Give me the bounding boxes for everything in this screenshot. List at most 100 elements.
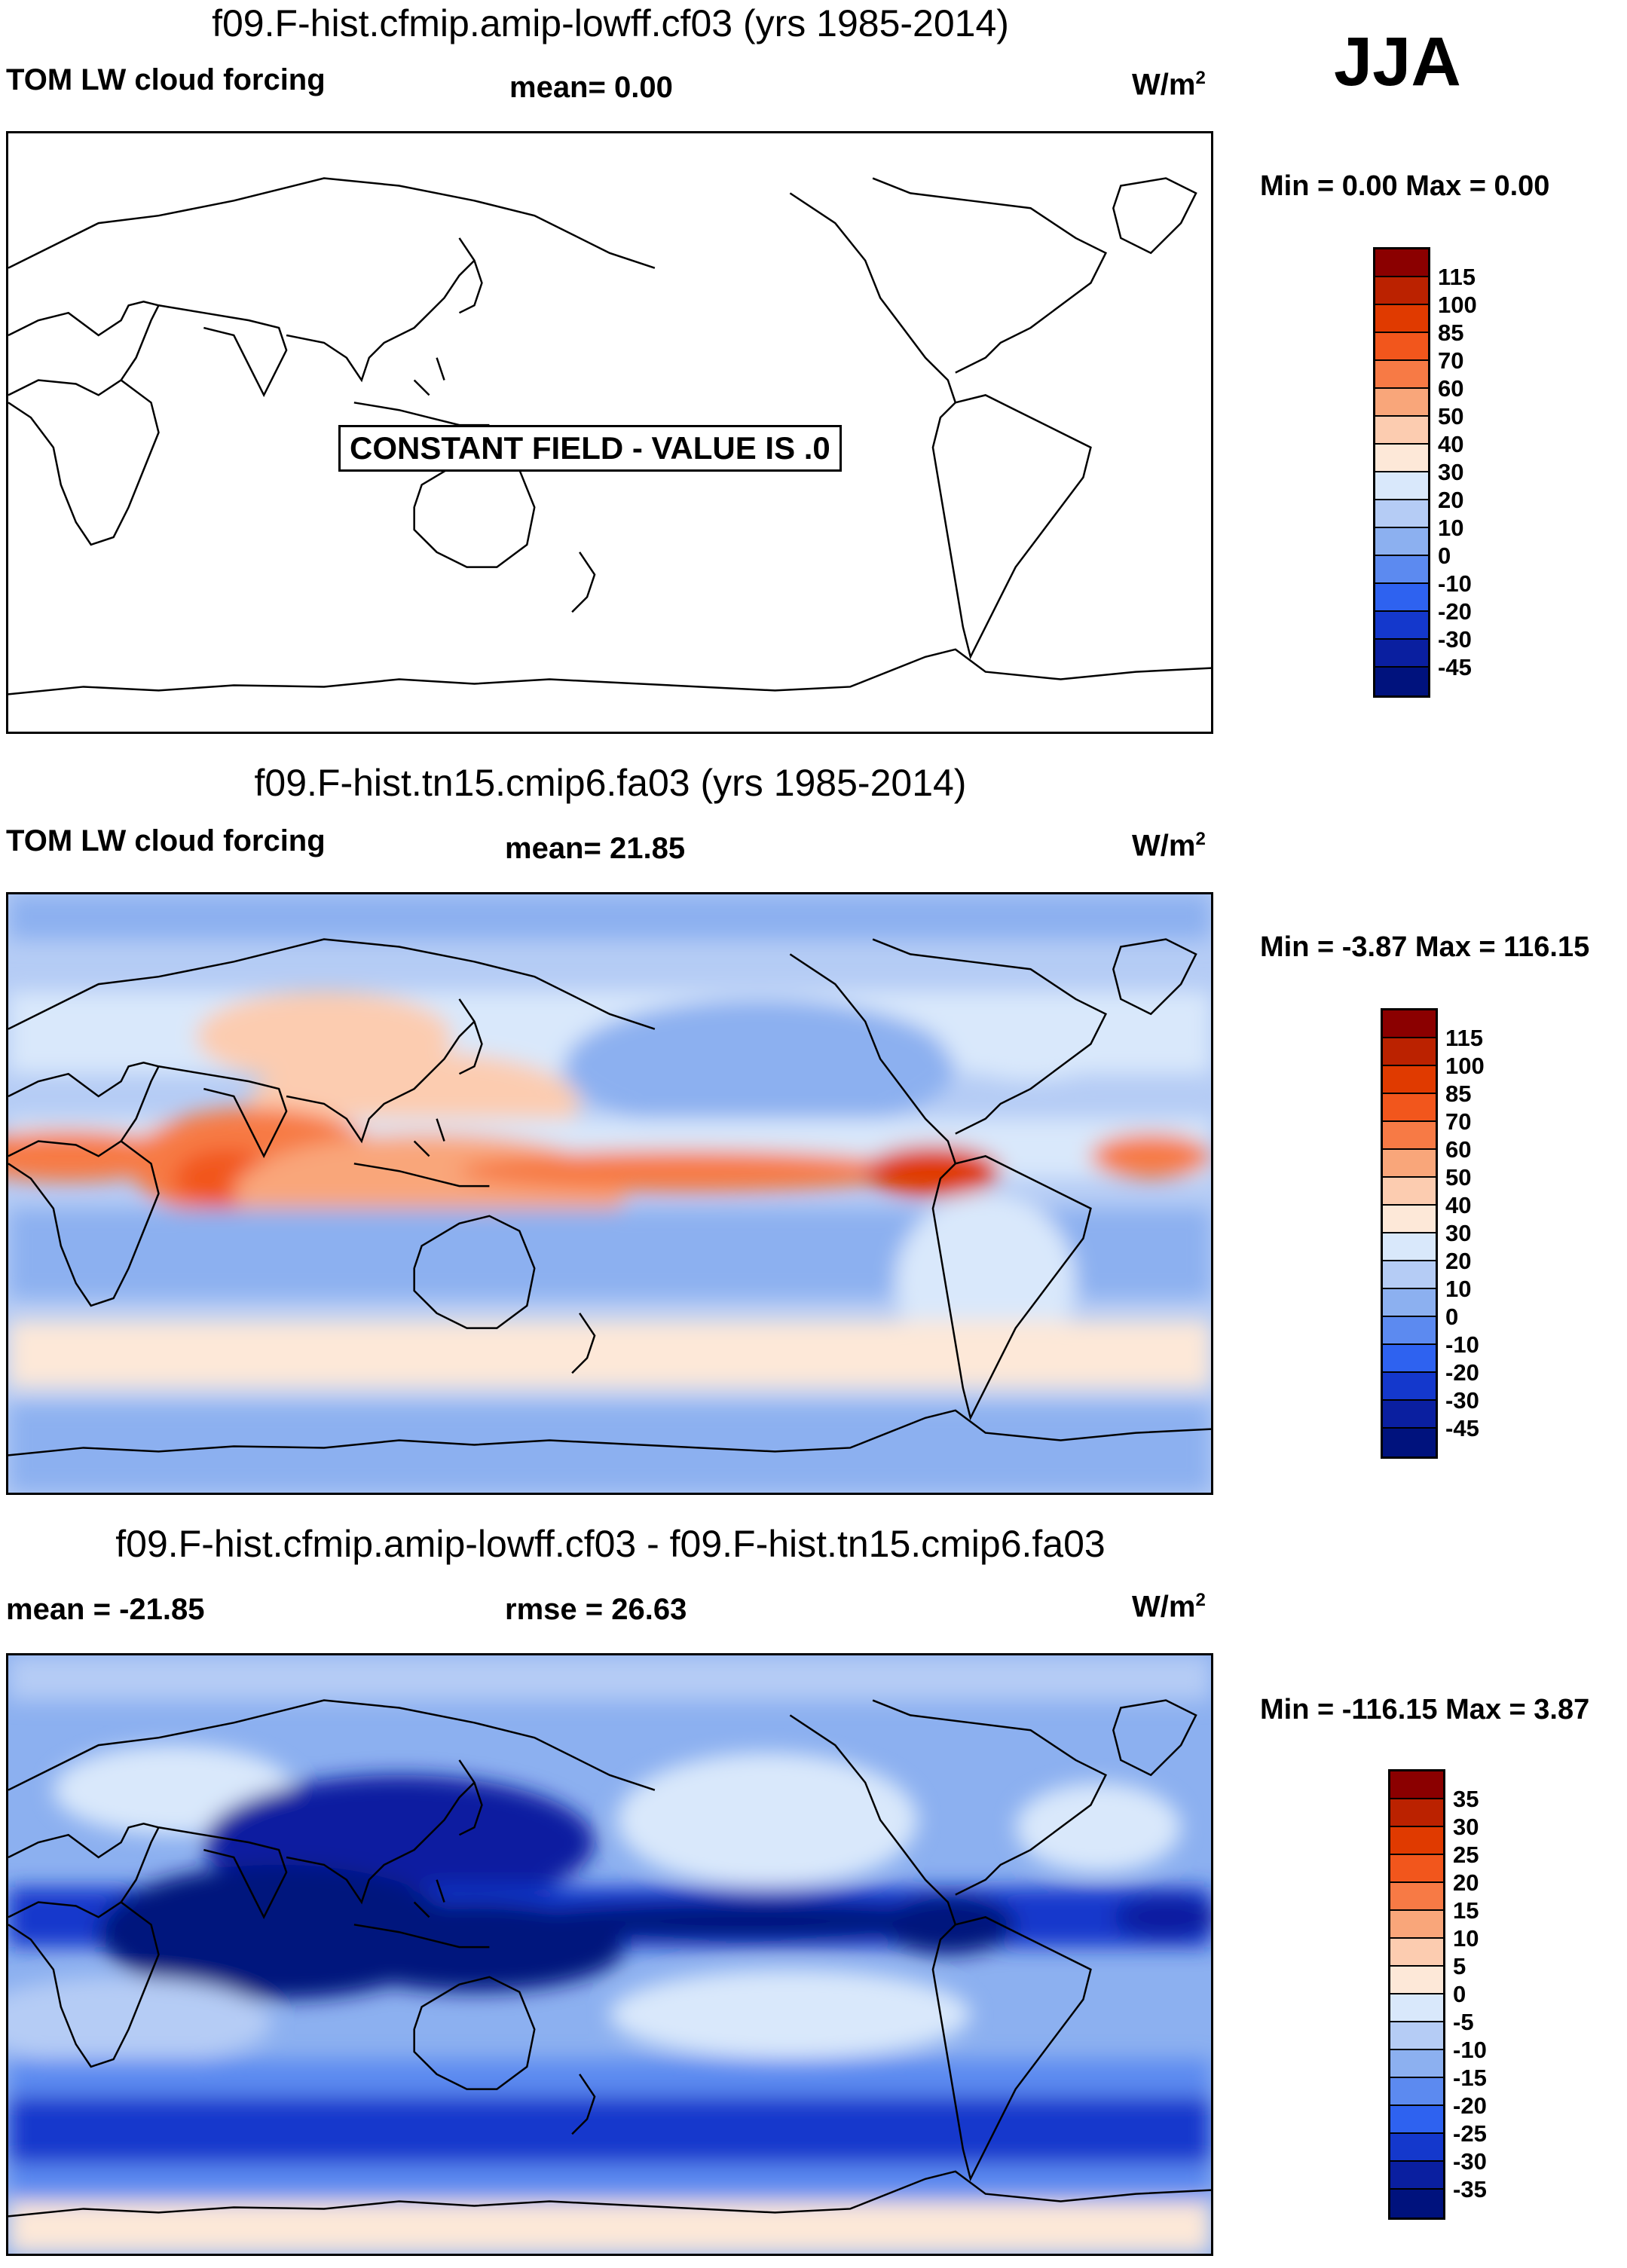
colorbar-swatch: [1383, 1094, 1436, 1122]
panel2-contour-field: [8, 894, 1211, 1493]
colorbar-tick-label: -20: [1438, 598, 1472, 625]
coastline: [8, 648, 1211, 695]
colorbar-tick-label: -45: [1445, 1415, 1479, 1441]
colorbar-swatch: [1375, 556, 1428, 584]
colorbar-swatch: [1390, 2078, 1443, 2106]
coastline: [413, 454, 536, 568]
coastline: [571, 1313, 596, 1374]
panel3-units: W/m2: [1132, 1590, 1206, 1624]
panel2-map: [6, 892, 1213, 1495]
colorbar-swatch: [1383, 1122, 1436, 1150]
colorbar-swatch: [1375, 305, 1428, 333]
coastline: [158, 1826, 288, 1920]
coastline: [1112, 1699, 1197, 1777]
colorbar-swatch: [1390, 1994, 1443, 2022]
colorbar-tick-label: -30: [1445, 1387, 1479, 1414]
panel1-title: f09.F-hist.cfmip.amip-lowff.cf03 (yrs 19…: [212, 2, 1009, 44]
panel3-colorbar: [1388, 1769, 1445, 2220]
coastline: [8, 1409, 1211, 1456]
panel1-variable-label: TOM LW cloud forcing: [6, 63, 326, 96]
colorbar-swatch: [1375, 249, 1428, 277]
colorbar-tick-label: 115: [1445, 1025, 1484, 1051]
colorbar-swatch: [1390, 1911, 1443, 1939]
coastline: [286, 1781, 476, 1905]
colorbar-tick-label: 70: [1445, 1108, 1472, 1135]
colorbar-tick-label: -30: [1453, 2148, 1487, 2175]
coastline: [931, 394, 1092, 660]
coastline: [872, 1699, 1108, 1896]
colorbar-swatch: [1390, 2050, 1443, 2078]
colorbar-tick-label: 60: [1445, 1136, 1472, 1163]
colorbar-tick-label: 20: [1438, 487, 1464, 513]
panel2-mean-label: mean= 21.85: [505, 832, 686, 865]
colorbar-swatch: [1375, 277, 1428, 305]
colorbar-swatch: [1390, 1799, 1443, 1827]
colorbar-tick-label: 30: [1445, 1220, 1472, 1246]
coastline: [8, 301, 161, 396]
colorbar-tick-label: 20: [1453, 1869, 1479, 1896]
colorbar-tick-label: 100: [1438, 292, 1477, 318]
coastline: [931, 1155, 1092, 1421]
colorbar-swatch: [1375, 417, 1428, 445]
coastline: [458, 1759, 483, 1836]
colorbar-swatch: [1390, 2134, 1443, 2162]
colorbar-tick-label: 30: [1438, 459, 1464, 485]
colorbar-tick-label: 85: [1438, 319, 1464, 346]
coastline: [158, 304, 288, 398]
colorbar-swatch: [1375, 640, 1428, 668]
colorbar-tick-label: 40: [1438, 431, 1464, 457]
colorbar-tick-label: 10: [1453, 1925, 1479, 1952]
panel3-min-max: Min = -116.15 Max = 3.87: [1260, 1694, 1590, 1725]
panel1-coastlines: [8, 177, 1211, 695]
coastline: [8, 1699, 656, 1791]
colorbar-swatch: [1390, 1827, 1443, 1855]
coastline: [8, 177, 656, 269]
colorbar-tick-label: -35: [1453, 2176, 1487, 2202]
constant-field-label: CONSTANT FIELD - VALUE IS .0: [338, 425, 842, 472]
coastline: [789, 192, 957, 403]
colorbar-tick-label: 10: [1445, 1276, 1472, 1302]
panel1-map: CONSTANT FIELD - VALUE IS .0: [6, 131, 1213, 734]
coastline: [458, 237, 483, 314]
panel1-colorbar: [1373, 247, 1430, 698]
colorbar-swatch: [1375, 528, 1428, 556]
coastline: [353, 1118, 490, 1187]
coastline: [286, 1020, 476, 1144]
colorbar-tick-label: -25: [1453, 2120, 1487, 2147]
colorbar-tick-label: -10: [1438, 570, 1472, 597]
coastline: [571, 552, 596, 613]
colorbar-tick-label: -10: [1445, 1331, 1479, 1358]
colorbar-swatch: [1375, 612, 1428, 640]
colorbar-tick-label: 50: [1438, 403, 1464, 429]
coastline: [353, 357, 490, 426]
coastline: [789, 1714, 957, 1925]
colorbar-swatch: [1390, 2190, 1443, 2218]
colorbar-swatch: [1383, 1178, 1436, 1206]
colorbar-swatch: [1383, 1401, 1436, 1429]
panel1-units: W/m2: [1132, 68, 1206, 102]
coastline: [8, 938, 656, 1030]
panel2-title: f09.F-hist.tn15.cmip6.fa03 (yrs 1985-201…: [254, 762, 967, 804]
colorbar-swatch: [1375, 584, 1428, 612]
coastline: [789, 953, 957, 1164]
colorbar-swatch: [1383, 1233, 1436, 1261]
colorbar-tick-label: 25: [1453, 1842, 1479, 1868]
colorbar-tick-label: -10: [1453, 2037, 1487, 2063]
colorbar-tick-label: 20: [1445, 1248, 1472, 1274]
coastline: [458, 998, 483, 1075]
panel3-title: f09.F-hist.cfmip.amip-lowff.cf03 - f09.F…: [115, 1523, 1106, 1565]
colorbar-swatch: [1383, 1261, 1436, 1289]
panel2-colorbar: [1381, 1008, 1438, 1459]
colorbar-tick-label: 0: [1445, 1304, 1459, 1330]
colorbar-tick-label: 100: [1445, 1053, 1485, 1079]
colorbar-tick-label: -5: [1453, 2009, 1474, 2035]
panel3-map: [6, 1653, 1213, 2256]
coastline: [1112, 938, 1197, 1016]
colorbar-swatch: [1383, 1150, 1436, 1178]
colorbar-tick-label: -15: [1453, 2065, 1487, 2091]
colorbar-tick-label: 40: [1445, 1192, 1472, 1218]
panel2-units: W/m2: [1132, 829, 1206, 863]
colorbar-tick-label: -20: [1453, 2092, 1487, 2119]
colorbar-tick-label: 0: [1438, 543, 1451, 569]
colorbar-tick-label: 50: [1445, 1164, 1472, 1191]
